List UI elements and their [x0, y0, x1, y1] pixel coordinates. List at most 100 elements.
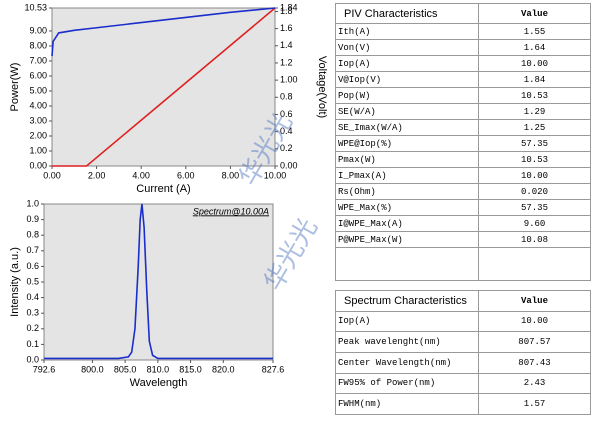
table-row: WPE_Max(%) 57.35	[335, 199, 591, 216]
y-tick-label: 0.9	[26, 214, 39, 224]
y2-axis-label: Voltage(Volt)	[316, 56, 328, 118]
table-cell: Von(V)	[335, 39, 479, 56]
table-row: Pop(W) 10.53	[335, 87, 591, 104]
empty-row	[335, 247, 591, 281]
header-cell: Value	[478, 290, 591, 312]
x-tick-label: 815.0	[179, 364, 202, 374]
y2-tick-label: 0.2	[280, 143, 293, 153]
y-tick-label: 0.00	[29, 160, 47, 170]
piv-table: PIV Characteristics Value Ith(A) 1.55 Von(V)…	[335, 3, 591, 281]
table-cell: Rs(Ohm)	[335, 183, 479, 200]
table-cell: SE_Imax(W/A)	[335, 119, 479, 136]
y-axis-label: Power(W)	[9, 63, 21, 112]
header-cell: Value	[478, 3, 591, 24]
plot-area	[43, 203, 274, 361]
y-tick-label: 7.00	[29, 55, 47, 65]
table-cell: Peak wavelenght(nm)	[335, 331, 479, 353]
y-tick-label: 0.5	[26, 276, 39, 286]
table-row: Pmax(W) 10.53	[335, 151, 591, 168]
table-cell: P@WPE_Max(W)	[335, 231, 479, 248]
y2-tick-label: 0.6	[280, 109, 293, 119]
y-tick-label: 0.8	[26, 230, 39, 240]
table-cell: FWHM(nm)	[335, 393, 479, 415]
table-cell: Pmax(W)	[335, 151, 479, 168]
y-tick-label: 0.0	[26, 354, 39, 364]
header-cell: Spectrum Characteristics	[335, 290, 479, 312]
y-tick-label: 0.6	[26, 261, 39, 271]
table-cell: 1.64	[478, 39, 591, 56]
table-row: Ith(A) 1.55	[335, 23, 591, 40]
table-row: FW95% of Power(nm) 2.43	[335, 372, 591, 395]
y2-tick-label: 0.8	[280, 92, 293, 102]
plot-area	[51, 7, 276, 167]
table-cell: Ith(A)	[335, 23, 479, 40]
table-row: Peak wavelenght(nm) 807.57	[335, 331, 591, 353]
table-cell: 1.84	[478, 71, 591, 88]
x-tick-label: 792.6	[33, 364, 56, 374]
table-cell: 10.00	[478, 310, 591, 333]
y2-tick-label: 1.6	[280, 23, 293, 33]
x-axis-label: Wavelength	[130, 377, 188, 389]
table-row: Von(V) 1.64	[335, 39, 591, 56]
y-tick-label: 2.00	[29, 130, 47, 140]
table-cell: SE(W/A)	[335, 103, 479, 120]
x-tick-label: 2.00	[88, 170, 106, 180]
y-tick-label: 4.00	[29, 100, 47, 110]
table-cell: 10.00	[478, 55, 591, 72]
x-tick-label: 8.00	[222, 170, 240, 180]
spectrum-table: Spectrum Characteristics Value Iop(A) 10.00…	[335, 290, 591, 415]
table-cell: I_Pmax(A)	[335, 167, 479, 184]
y-tick-label: 0.4	[26, 292, 39, 302]
y-tick-label: 1.0	[26, 198, 39, 208]
table-row: I@WPE_Max(A) 9.60	[335, 215, 591, 232]
table-cell: 57.35	[478, 135, 591, 152]
table-cell: 1.25	[478, 119, 591, 136]
y-tick-label: 1.00	[29, 145, 47, 155]
x-tick-label: 0.00	[43, 170, 61, 180]
header-row: Spectrum Characteristics Value	[335, 290, 591, 312]
y-tick-label: 10.53	[24, 2, 47, 12]
table-cell: WPE@Iop(%)	[335, 135, 479, 152]
table-row: I_Pmax(A) 10.00	[335, 167, 591, 184]
table-cell: 10.08	[478, 231, 591, 248]
table-cell: Iop(A)	[335, 310, 479, 333]
table-cell: I@WPE_Max(A)	[335, 215, 479, 232]
table-cell: 10.53	[478, 151, 591, 168]
x-tick-label: 4.00	[132, 170, 150, 180]
table-row: Iop(A) 10.00	[335, 55, 591, 72]
y2-tick-label: 1.00	[280, 75, 298, 85]
header-cell: PIV Characteristics	[335, 3, 479, 24]
table-row: SE(W/A) 1.29	[335, 103, 591, 120]
x-tick-label: 827.6	[262, 364, 285, 374]
table-cell: 10.53	[478, 87, 591, 104]
x-tick-label: 820.0	[212, 364, 235, 374]
table-row: Iop(A) 10.00	[335, 310, 591, 333]
table-row: Rs(Ohm) 0.020	[335, 183, 591, 200]
y-tick-label: 0.3	[26, 308, 39, 318]
table-cell: 9.60	[478, 215, 591, 232]
data-line	[52, 7, 276, 167]
table-cell: V@Iop(V)	[335, 71, 479, 88]
y-tick-label: 9.00	[29, 25, 47, 35]
x-axis-label: Current (A)	[136, 183, 190, 195]
table-row: FWHM(nm) 1.57	[335, 393, 591, 415]
y2-tick-label: 1.84	[280, 2, 298, 12]
y-tick-label: 0.7	[26, 245, 39, 255]
table-cell: WPE_Max(%)	[335, 199, 479, 216]
table-cell: 2.43	[478, 372, 591, 395]
y2-tick-label: 1.8	[280, 6, 293, 16]
header-row: PIV Characteristics Value	[335, 3, 591, 24]
data-line	[44, 203, 273, 360]
empty-cell	[335, 247, 479, 281]
y-axis-label: Intensity (a.u.)	[9, 247, 21, 317]
table-cell: 807.57	[478, 331, 591, 353]
table-cell: 0.020	[478, 183, 591, 200]
x-tick-label: 805.0	[114, 364, 137, 374]
table-row: V@Iop(V) 1.84	[335, 71, 591, 88]
y2-tick-label: 0.00	[280, 160, 298, 170]
table-cell: Center Wavelength(nm)	[335, 351, 479, 374]
y-tick-label: 0.1	[26, 339, 39, 349]
x-tick-label: 10.00	[264, 170, 287, 180]
